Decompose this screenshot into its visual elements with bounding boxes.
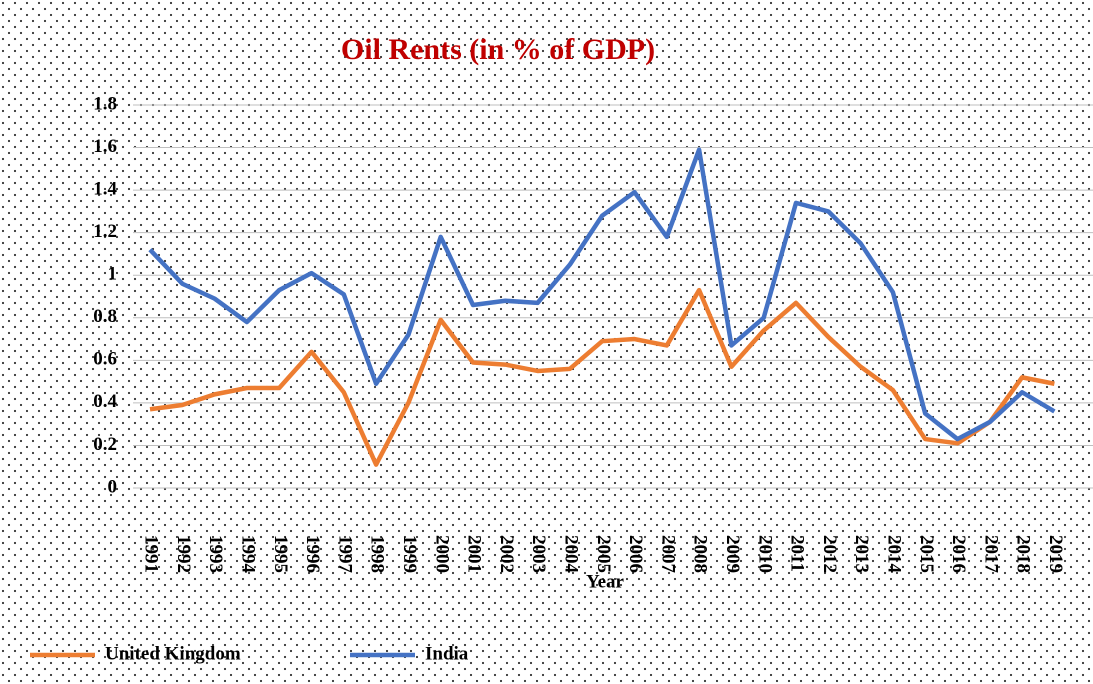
x-tick-label: 1999 — [399, 535, 420, 573]
legend-label: India — [425, 643, 469, 664]
y-tick-label: 0.8 — [93, 306, 117, 327]
x-tick-label: 2007 — [657, 535, 678, 574]
x-tick-label: 2001 — [464, 535, 485, 573]
y-tick-label: 1 — [108, 264, 118, 285]
y-tick-label: 0.6 — [93, 349, 117, 370]
y-tick-label: 1.8 — [93, 93, 117, 114]
x-tick-label: 2003 — [528, 535, 549, 573]
x-tick-label: 1992 — [173, 535, 194, 573]
x-tick-label: 1998 — [367, 535, 388, 573]
y-tick-label: 0 — [108, 476, 118, 497]
x-tick-label: 2018 — [1013, 535, 1034, 573]
y-tick-label: 1.6 — [93, 136, 117, 157]
y-tick-label: 0.2 — [93, 434, 117, 455]
x-tick-label: 2012 — [819, 535, 840, 573]
x-tick-label: 2008 — [690, 535, 711, 573]
series-line — [148, 147, 1056, 442]
series-line — [149, 287, 1055, 467]
x-tick-label: 2004 — [561, 535, 582, 574]
x-tick-label: 2015 — [916, 535, 937, 573]
x-tick-label: 2014 — [884, 535, 905, 574]
x-tick-label: 2011 — [787, 535, 808, 572]
legend-label: United Kingdom — [105, 643, 241, 664]
x-tick-label: 2016 — [948, 535, 969, 573]
x-tick-label: 1997 — [334, 535, 355, 574]
x-axis-title: Year — [586, 571, 625, 592]
y-tick-label: 1.2 — [93, 221, 117, 242]
x-tick-label: 2000 — [431, 535, 452, 573]
x-tick-label: 2005 — [593, 535, 614, 573]
x-tick-label: 2009 — [722, 535, 743, 573]
x-tick-label: 2013 — [851, 535, 872, 573]
x-tick-label: 2019 — [1045, 535, 1066, 573]
x-tick-label: 1995 — [270, 535, 291, 573]
x-tick-label: 2017 — [980, 535, 1001, 574]
x-tick-label: 1993 — [205, 535, 226, 573]
y-tick-label: 0.4 — [93, 391, 117, 412]
x-tick-label: 1996 — [302, 535, 323, 573]
x-tick-label: 1994 — [238, 535, 259, 574]
x-tick-label: 2006 — [625, 535, 646, 573]
x-tick-label: 2002 — [496, 535, 517, 573]
x-tick-label: 1991 — [141, 535, 162, 573]
x-tick-label: 2010 — [754, 535, 775, 573]
y-tick-label: 1.4 — [93, 178, 117, 199]
chart-title: Oil Rents (in % of GDP) — [341, 33, 655, 66]
